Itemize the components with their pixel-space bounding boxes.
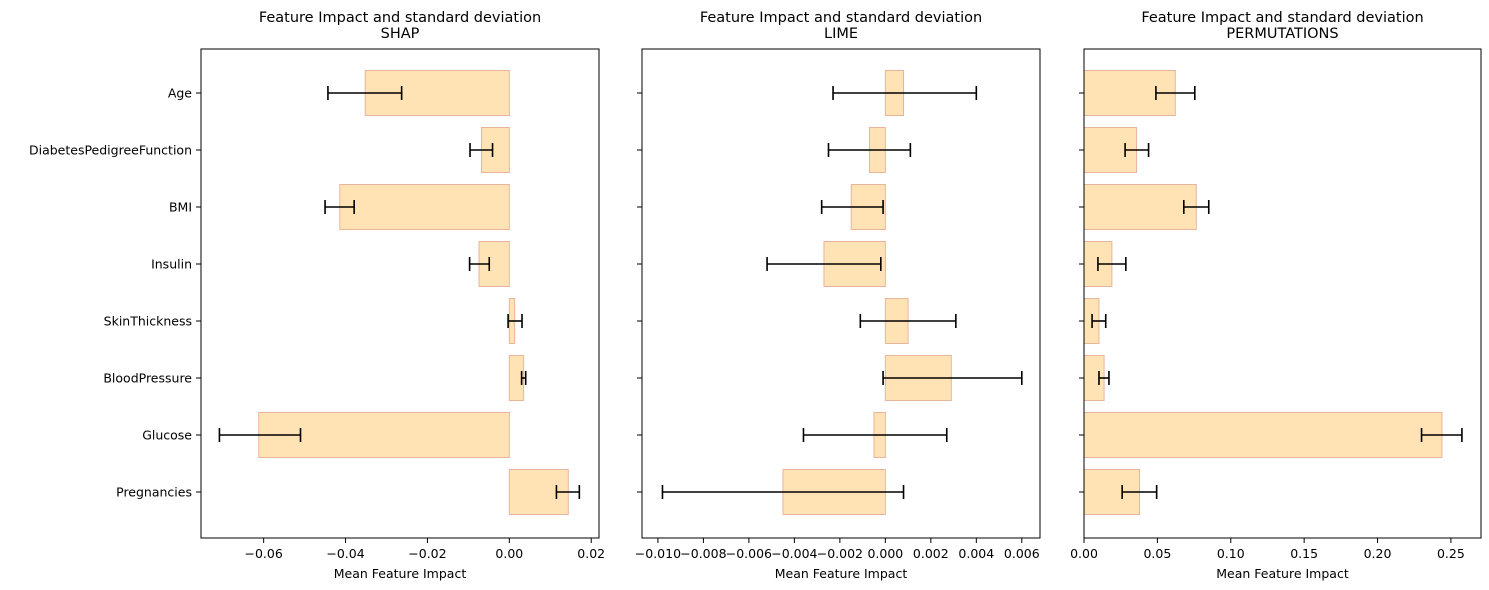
x-tick-label: 0.000 [867,546,903,561]
error-bar-bloodpressure [1098,371,1110,385]
bar-glucose [1083,412,1443,458]
error-bar-bmi [1183,200,1210,214]
error-bar-bmi [820,200,884,214]
x-tick-label: 0.006 [1004,546,1040,561]
error-bar-skinthickness [859,314,957,328]
x-tick-label: 0.002 [913,546,949,561]
error-bar-insulin [766,257,882,271]
x-axis-label: Mean Feature Impact [775,566,908,581]
x-tick-label: −0.002 [817,546,863,561]
y-tick-label: Pregnancies [116,485,192,500]
x-tick-label: −0.02 [408,546,446,561]
error-bar-age [327,86,403,100]
x-tick-label: −0.04 [326,546,364,561]
x-tick-label: 0.15 [1290,546,1318,561]
y-tick-label: Glucose [142,428,192,443]
error-bar-age [832,86,978,100]
chart-title: Feature Impact and standard deviation [259,10,541,26]
y-tick-label: Age [168,86,192,101]
x-tick-label: 0.00 [495,546,523,561]
y-tick-label: DiabetesPedigreeFunction [29,143,192,158]
x-tick-label: 0.02 [577,546,605,561]
error-bar-age [1155,86,1196,100]
y-tick-label: Insulin [151,257,192,272]
error-bar-pregnancies [661,485,905,499]
error-bar-diabetespedigreefunction [1124,143,1150,157]
error-bar-glucose [218,428,302,442]
y-tick-label: SkinThickness [104,314,192,329]
x-tick-label: 0.05 [1143,546,1171,561]
error-bar-pregnancies [1121,485,1158,499]
x-axis-label: Mean Feature Impact [334,566,467,581]
bar-bmi [1083,184,1197,230]
error-bar-bloodpressure [520,371,527,385]
y-tick-label: BMI [169,200,192,215]
chart-subtitle: LIME [824,26,858,42]
x-tick-label: −0.06 [244,546,282,561]
chart-subtitle: PERMUTATIONS [1226,26,1338,42]
error-bar-skinthickness [1091,314,1107,328]
bar-bmi [339,184,510,230]
plot-frame [641,48,1041,539]
plot-frame [1083,48,1482,539]
x-tick-label: −0.006 [726,546,772,561]
x-tick-label: −0.008 [680,546,726,561]
error-bar-diabetespedigreefunction [469,143,494,157]
error-bar-bloodpressure [882,371,1023,385]
plot-frame [200,48,600,539]
x-tick-label: 0.10 [1217,546,1245,561]
x-tick-label: 0.25 [1437,546,1465,561]
error-bar-glucose [1420,428,1463,442]
x-axis-label: Mean Feature Impact [1216,566,1349,581]
x-tick-label: 0.00 [1070,546,1098,561]
chart-title: Feature Impact and standard deviation [1141,10,1423,26]
error-bar-insulin [468,257,491,271]
error-bar-pregnancies [555,485,581,499]
chart-panel-2: Feature Impact and standard deviationLIM… [635,10,1041,581]
chart-subtitle: SHAP [381,26,420,42]
chart-panel-3: Feature Impact and standard deviationPER… [1070,10,1482,581]
error-bar-diabetespedigreefunction [827,143,912,157]
x-tick-label: −0.004 [771,546,817,561]
error-bar-insulin [1097,257,1127,271]
chart-panel-1: Feature Impact and standard deviationSHA… [29,10,605,581]
error-bar-bmi [324,200,355,214]
chart-title: Feature Impact and standard deviation [700,10,982,26]
error-bar-skinthickness [507,314,523,328]
x-tick-label: −0.010 [635,546,681,561]
x-tick-label: 0.20 [1364,546,1392,561]
error-bar-glucose [802,428,948,442]
y-tick-label: BloodPressure [103,371,192,386]
x-tick-label: 0.004 [958,546,994,561]
